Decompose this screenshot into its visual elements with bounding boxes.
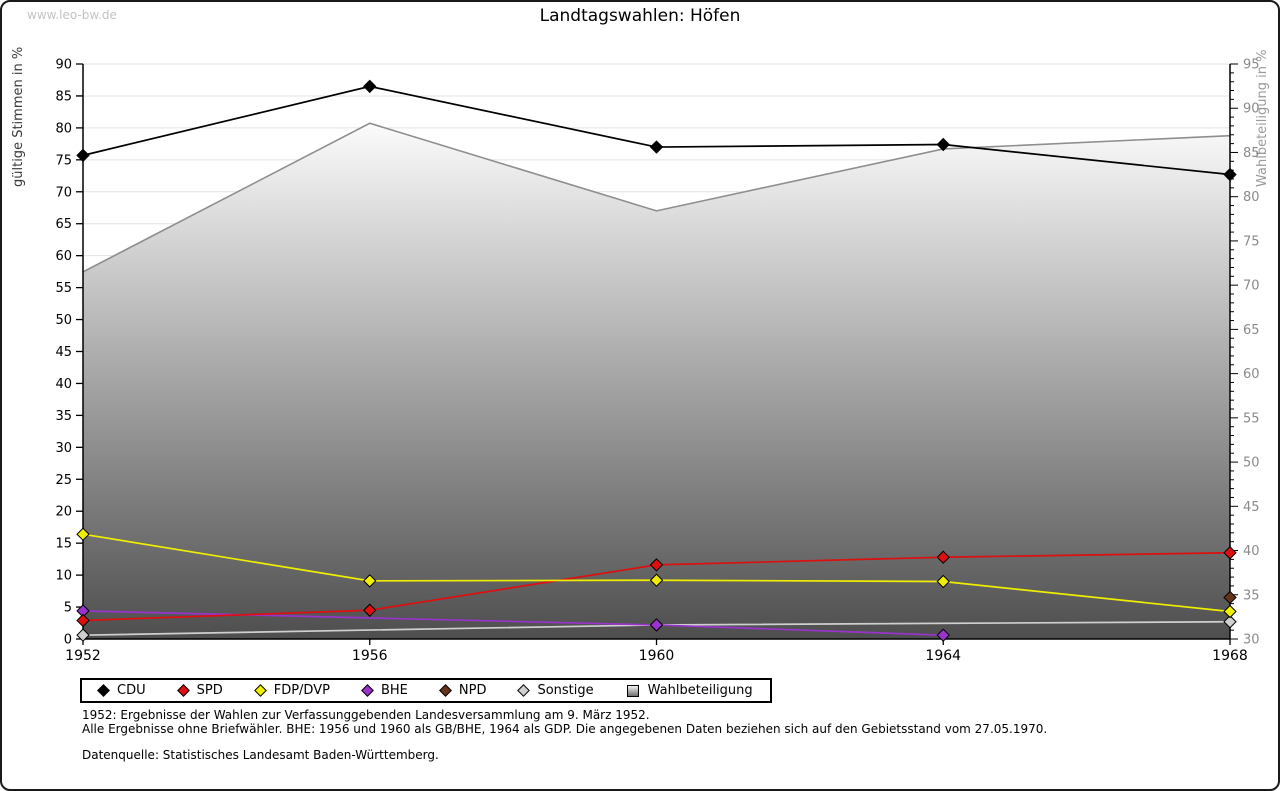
svg-text:30: 30 <box>1243 633 1260 648</box>
svg-text:1960: 1960 <box>639 648 675 664</box>
svg-text:40: 40 <box>1243 544 1260 559</box>
svg-text:45: 45 <box>1243 500 1260 515</box>
svg-text:85: 85 <box>55 89 72 104</box>
svg-text:90: 90 <box>55 58 72 73</box>
svg-text:0: 0 <box>64 633 72 648</box>
legend-diamond-swatch <box>361 684 374 697</box>
svg-text:80: 80 <box>55 121 72 136</box>
footnote-line-1: 1952: Ergebnisse der Wahlen zur Verfassu… <box>82 708 650 722</box>
legend-label: Sonstige <box>537 683 594 698</box>
legend-square-swatch <box>626 684 639 697</box>
svg-text:5: 5 <box>64 601 72 616</box>
footnote-line-2: Alle Ergebnisse ohne Briefwähler. BHE: 1… <box>82 721 1048 736</box>
legend-item-fdp-dvp: FDP/DVP <box>253 683 330 698</box>
svg-text:40: 40 <box>55 377 72 392</box>
legend-diamond-swatch <box>439 684 452 697</box>
legend-item-cdu: CDU <box>97 683 146 698</box>
svg-text:15: 15 <box>55 537 72 552</box>
svg-text:35: 35 <box>1243 588 1260 603</box>
legend-label: CDU <box>117 683 146 698</box>
svg-text:65: 65 <box>1243 323 1260 338</box>
svg-text:60: 60 <box>55 249 72 264</box>
legend-diamond-swatch <box>253 684 267 697</box>
svg-text:50: 50 <box>1243 456 1260 471</box>
data-source: Datenquelle: Statistisches Landesamt Bad… <box>82 748 439 762</box>
svg-text:1968: 1968 <box>1212 648 1248 664</box>
svg-text:10: 10 <box>55 569 72 584</box>
svg-text:30: 30 <box>55 441 72 456</box>
svg-text:1952: 1952 <box>65 648 101 664</box>
legend-label: BHE <box>380 683 408 698</box>
svg-text:95: 95 <box>1243 58 1260 73</box>
svg-text:55: 55 <box>55 281 72 296</box>
legend-label: FDP/DVP <box>273 683 330 698</box>
footnotes: 1952: Ergebnisse der Wahlen zur Verfassu… <box>82 708 1048 736</box>
legend-item-bhe: BHE <box>361 683 408 698</box>
svg-text:85: 85 <box>1243 146 1260 161</box>
legend-diamond-swatch <box>97 684 110 697</box>
svg-text:20: 20 <box>55 505 72 520</box>
legend-label: Wahlbeteiligung <box>647 683 753 698</box>
svg-text:60: 60 <box>1243 367 1260 382</box>
legend-item-wahlbeteiligung: Wahlbeteiligung <box>626 683 753 698</box>
svg-text:55: 55 <box>1243 411 1260 426</box>
svg-text:45: 45 <box>55 345 72 360</box>
svg-text:35: 35 <box>55 409 72 424</box>
svg-text:25: 25 <box>55 473 72 488</box>
legend: CDU SPD FDP/DVP BHE NPD Sonstige Wahlbeteiligu… <box>80 678 772 703</box>
legend-label: SPD <box>196 683 223 698</box>
legend-label: NPD <box>458 683 487 698</box>
svg-text:1956: 1956 <box>352 648 388 664</box>
svg-text:70: 70 <box>55 185 72 200</box>
svg-text:1964: 1964 <box>925 648 961 664</box>
legend-diamond-swatch <box>517 684 531 697</box>
legend-item-npd: NPD <box>439 683 487 698</box>
svg-text:50: 50 <box>55 313 72 328</box>
svg-text:70: 70 <box>1243 279 1260 294</box>
legend-item-sonstige: Sonstige <box>517 683 594 698</box>
page-title: Landtagswahlen: Höfen <box>539 6 741 26</box>
legend-item-spd: SPD <box>176 683 223 698</box>
svg-text:80: 80 <box>1243 190 1260 205</box>
svg-text:90: 90 <box>1243 102 1260 117</box>
svg-text:75: 75 <box>1243 234 1260 249</box>
svg-text:75: 75 <box>55 153 72 168</box>
legend-diamond-swatch <box>176 684 190 697</box>
site-watermark: www.leo-bw.de <box>27 8 117 22</box>
svg-text:65: 65 <box>55 217 72 232</box>
